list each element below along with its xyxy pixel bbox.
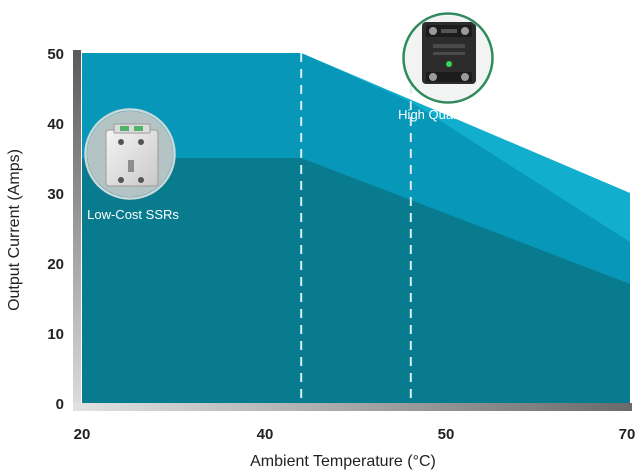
y-tick-50: 50 bbox=[47, 46, 64, 63]
x-tick-70: 70 bbox=[619, 426, 636, 443]
x-tick-50: 50 bbox=[438, 426, 455, 443]
x-tick-20: 20 bbox=[74, 426, 91, 443]
reference-lines bbox=[300, 53, 412, 403]
low-cost-ssr-label: Low-Cost SSRs bbox=[87, 207, 179, 222]
x-tick-40: 40 bbox=[257, 426, 274, 443]
x-axis-label: Ambient Temperature (°C) bbox=[250, 453, 436, 470]
high-quality-relay-icon bbox=[422, 22, 476, 84]
y-tick-0: 0 bbox=[56, 396, 64, 413]
low-cost-ssr-badge-ring bbox=[84, 108, 176, 200]
y-axis-label: Output Current (Amps) bbox=[6, 149, 23, 311]
high-quality-ssr-label: High Quality SSRs bbox=[398, 107, 506, 122]
y-tick-labels: 0 10 20 30 40 50 bbox=[47, 46, 64, 413]
high-quality-ssr-badge: High Quality SSRs bbox=[398, 12, 506, 122]
high-quality-ssr-badge-ring bbox=[402, 12, 494, 104]
y-tick-40: 40 bbox=[47, 116, 64, 133]
plot-areas bbox=[82, 53, 630, 403]
y-tick-30: 30 bbox=[47, 186, 64, 203]
area-series-3 bbox=[82, 158, 630, 403]
y-tick-20: 20 bbox=[47, 256, 64, 273]
y-axis-bar bbox=[73, 50, 81, 410]
x-tick-labels: 20 40 50 70 bbox=[74, 426, 636, 443]
low-cost-relay-icon bbox=[105, 123, 159, 187]
x-axis-bar bbox=[73, 403, 632, 411]
low-cost-ssr-badge: Low-Cost SSRs bbox=[84, 108, 179, 222]
y-tick-10: 10 bbox=[47, 326, 64, 343]
